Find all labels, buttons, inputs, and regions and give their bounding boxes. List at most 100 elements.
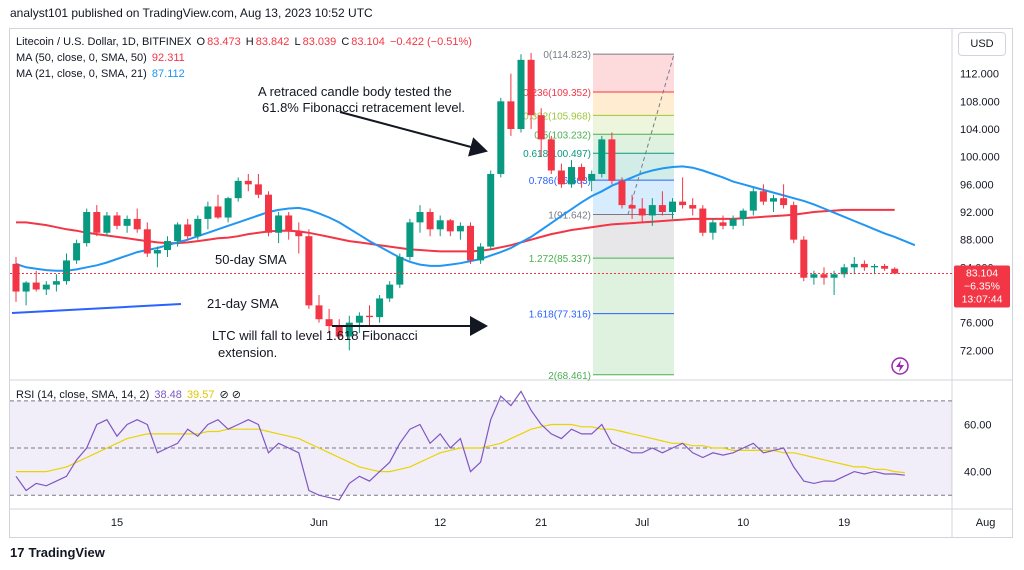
candle-body [133, 218, 141, 230]
candle [204, 201, 212, 230]
candle [669, 198, 676, 219]
ohlc-low: 83.039 [302, 36, 337, 48]
time-tick-label: 12 [434, 517, 446, 529]
time-tick-label: Aug [976, 517, 996, 529]
candle [254, 173, 262, 199]
candle-body [345, 322, 353, 337]
candle-body [204, 206, 212, 219]
time-tick-label: 15 [111, 517, 123, 529]
candle [790, 201, 798, 244]
candle [557, 163, 565, 188]
price-tick-label: 88.000 [960, 235, 994, 247]
candle-body [426, 212, 434, 230]
candle-body [749, 191, 757, 211]
candle-body [557, 170, 565, 185]
candle [22, 281, 30, 306]
candle-body [275, 215, 283, 233]
candle [588, 170, 596, 192]
candle-body [73, 243, 81, 261]
annotation-fall-1: LTC will fall to level 1.618 Fibonacci [212, 328, 418, 343]
candle-body [598, 139, 606, 174]
ohlc-high: 83.842 [255, 36, 290, 48]
candle-body [891, 268, 899, 274]
candle [719, 215, 727, 230]
candle [638, 198, 646, 223]
candle-body [295, 231, 303, 237]
time-tick-label: 19 [838, 517, 850, 529]
candle-body [355, 315, 363, 323]
symbol-legend: Litecoin / U.S. Dollar, 1D, BITFINEX O 83… [16, 36, 474, 48]
candle [507, 73, 515, 136]
candle-body [658, 205, 666, 212]
candle [487, 170, 495, 251]
candle-body [810, 274, 818, 278]
candle-body [618, 180, 626, 206]
rsi-tick-label: 40.00 [964, 467, 992, 479]
price-badge-line: −6.35% [964, 281, 1000, 293]
candle-body [143, 229, 151, 254]
candle [153, 246, 161, 268]
candle [759, 184, 767, 206]
candle [446, 218, 454, 237]
candle [295, 222, 303, 254]
candle-body [234, 180, 242, 199]
currency-button[interactable]: USD [958, 32, 1006, 56]
candle-body [850, 263, 858, 268]
annotation-fall-2: extension. [218, 345, 277, 360]
candle-body [608, 139, 616, 181]
candle-body [648, 205, 656, 216]
candle [426, 208, 434, 237]
candle [123, 215, 131, 233]
fib-zone [593, 313, 674, 375]
rsi-line [15, 390, 905, 501]
candle-body [335, 326, 343, 337]
candle-body [214, 206, 222, 218]
lightning-circle [891, 357, 909, 375]
lightning-icon [891, 357, 909, 375]
candle [103, 212, 111, 237]
candle-body [527, 59, 535, 116]
fib-level-label: 0.5(103.232) [534, 130, 591, 141]
candle [860, 260, 868, 271]
candle [679, 177, 687, 209]
price-tick-label: 108.000 [960, 96, 1000, 108]
annotation-retrace-2: 61.8% Fibonacci retracement level. [262, 100, 465, 115]
price-tick-label: 72.000 [960, 345, 994, 357]
candle [315, 295, 323, 323]
ma21-line [15, 165, 916, 272]
candle-body [436, 220, 444, 230]
rsi-visibility-icons[interactable]: ⊘ ⊘ [219, 389, 242, 401]
candle-body [254, 184, 262, 195]
candle-body [42, 284, 50, 290]
candle [73, 239, 81, 264]
ohlc-o-label: O [196, 36, 206, 48]
candle-body [174, 224, 182, 242]
candle [194, 215, 202, 240]
time-tick-label: 21 [535, 517, 547, 529]
fib-level-label: 0(114.823) [543, 50, 591, 61]
candle [699, 205, 707, 237]
chart-frame [9, 28, 1013, 538]
price-tick-label: 92.000 [960, 207, 994, 219]
candle-body [93, 212, 101, 233]
candle [436, 215, 444, 237]
candle-body [517, 59, 525, 130]
candle [275, 212, 283, 244]
candle-body [12, 263, 20, 292]
ma50-line [16, 208, 895, 253]
ma21-legend: MA (21, close, 0, SMA, 21) 87.112 [16, 68, 187, 80]
candle-body [285, 215, 293, 232]
candle [133, 208, 141, 233]
fib-level-label: 0.236(109.352) [523, 88, 591, 99]
candle-body [790, 205, 798, 240]
candle [568, 160, 575, 188]
candle [749, 187, 757, 216]
candle-body [507, 101, 515, 129]
time-tick-label: 10 [737, 517, 749, 529]
price-badge-line: 83.104 [966, 268, 998, 280]
time-tick-label: Jun [310, 517, 328, 529]
candle-body [719, 222, 727, 226]
publish-header: analyst101 published on TradingView.com,… [10, 6, 373, 20]
candle-body [628, 205, 636, 209]
